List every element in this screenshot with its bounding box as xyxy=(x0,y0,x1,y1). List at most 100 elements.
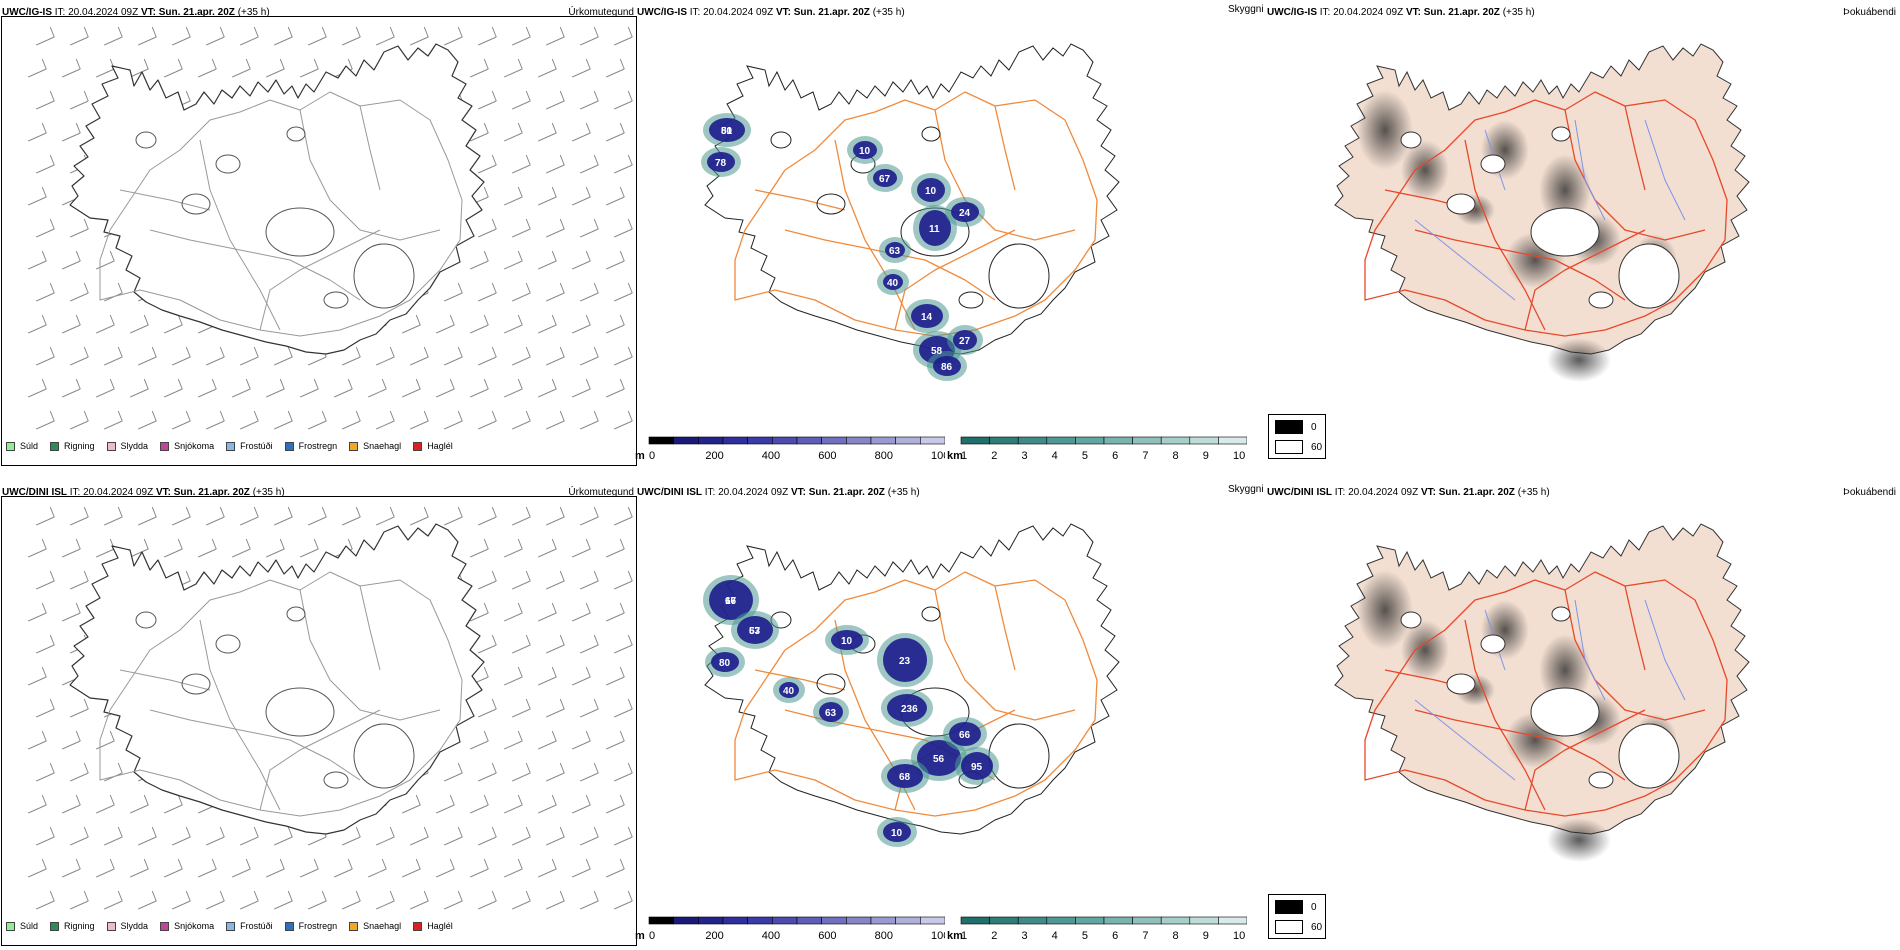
visibility-value-label: 80 xyxy=(719,658,731,669)
wind-barb xyxy=(580,890,599,910)
wind-barb xyxy=(402,378,421,398)
wind-barb xyxy=(614,26,633,46)
wind-barb xyxy=(504,858,523,878)
legend-item: Slydda xyxy=(106,921,148,931)
legend-swatch xyxy=(160,441,170,451)
colorbar-tick-label: 1000 xyxy=(931,930,945,942)
legend-swatch xyxy=(106,441,116,451)
visibility-value-label: 236 xyxy=(901,704,918,715)
cloud-base-patch xyxy=(853,141,877,159)
colorbar-step xyxy=(648,436,674,445)
wind-barb xyxy=(478,698,497,718)
legend-swatch xyxy=(6,441,15,451)
wind-barb xyxy=(62,378,81,398)
wind-barb xyxy=(538,186,557,206)
colorbar-step xyxy=(1103,436,1133,445)
colorbar-step xyxy=(1103,916,1133,925)
wind-barb xyxy=(614,346,633,366)
wind-barb xyxy=(104,26,123,46)
glacier-outline xyxy=(816,673,846,695)
wind-barb xyxy=(206,890,225,910)
wind-barb xyxy=(470,538,489,558)
wind-barb xyxy=(274,826,293,846)
wind-barb xyxy=(504,122,523,142)
legend-label: Frostúði xyxy=(240,921,273,931)
glacier-outline xyxy=(1551,606,1571,622)
wind-barb xyxy=(206,826,225,846)
it-value: 20.04.2024 09Z xyxy=(1333,7,1404,18)
wind-barb xyxy=(164,378,183,398)
wind-barb xyxy=(198,858,217,878)
wind-barb xyxy=(614,282,633,302)
row2-header: UWC/DINI ISL IT: 20.04.2024 09Z VT: Sun.… xyxy=(2,487,285,498)
wind-barb xyxy=(572,730,591,750)
colorbar-step xyxy=(920,916,945,925)
visibility-value-label: 27 xyxy=(959,336,971,347)
colorbar-step xyxy=(1132,916,1162,925)
wind-barb xyxy=(572,186,591,206)
visibility-value-label: 86 xyxy=(941,362,953,373)
wind-barb xyxy=(104,890,123,910)
wind-barb xyxy=(546,698,565,718)
wind-barb xyxy=(402,858,421,878)
glacier-outline xyxy=(1480,634,1506,654)
wind-barb xyxy=(36,570,55,590)
colorbar-step xyxy=(960,436,990,445)
wind-barb xyxy=(164,794,183,814)
wind-barb xyxy=(96,378,115,398)
wind-barb xyxy=(478,154,497,174)
row1-header: UWC/IG-IS IT: 20.04.2024 09Z VT: Sun. 21… xyxy=(637,7,905,18)
cloud-base-patch xyxy=(951,202,979,222)
river-line xyxy=(1414,699,1516,781)
visibility-value-label: 67 xyxy=(879,174,891,185)
colorbar-tick-label: 7 xyxy=(1142,930,1148,942)
wind-barb xyxy=(436,794,455,814)
wind-barb xyxy=(512,698,531,718)
colorbar-tick-label: 6 xyxy=(1112,450,1118,462)
wind-barb xyxy=(232,858,251,878)
model-name: UWC/IG-IS xyxy=(2,7,52,18)
wind-barb xyxy=(470,122,489,142)
wind-barb xyxy=(130,538,149,558)
fog-low-visibility-area xyxy=(1539,154,1591,226)
vt-value: Sun. 21.apr. 20Z xyxy=(173,487,250,498)
visibility-value-label: 11 xyxy=(929,224,940,235)
wind-barb xyxy=(444,826,463,846)
wind-barb xyxy=(36,90,55,110)
wind-barb xyxy=(70,90,89,110)
cloud-base-patch xyxy=(779,682,799,698)
wind-barb xyxy=(478,218,497,238)
wind-barb xyxy=(410,826,429,846)
glacier-outline xyxy=(770,131,792,149)
glacier-outline xyxy=(181,193,211,215)
wind-barb xyxy=(538,858,557,878)
wind-barb xyxy=(274,890,293,910)
it-value: 20.04.2024 09Z xyxy=(718,487,789,498)
wind-barb xyxy=(538,378,557,398)
wind-barb xyxy=(606,314,625,334)
it-label: IT: xyxy=(704,487,716,498)
wind-barb xyxy=(606,186,625,206)
wind-barb xyxy=(572,122,591,142)
visibility-value-label: 40 xyxy=(783,686,795,697)
wind-barb xyxy=(300,858,319,878)
legend-swatch xyxy=(349,441,359,451)
wind-barb xyxy=(470,314,489,334)
legend-label: Rigning xyxy=(64,921,95,931)
wind-barb xyxy=(62,858,81,878)
glacier-outline xyxy=(265,687,335,737)
fog-legend-row: 60 xyxy=(1275,920,1322,934)
colorbar-step xyxy=(796,436,822,445)
precip-map-layer xyxy=(28,26,633,430)
wind-barb xyxy=(606,538,625,558)
road-line xyxy=(754,669,846,691)
wind-barb xyxy=(444,762,463,782)
it-value: 20.04.2024 09Z xyxy=(68,7,139,18)
precip-type-legend: Súld Rigning Slydda Snjókoma Frostúði Frostre… xyxy=(6,441,465,451)
vt-value: Sun. 21.apr. 20Z xyxy=(808,487,885,498)
wind-barb xyxy=(504,602,523,622)
road-line xyxy=(149,229,361,301)
wind-barb xyxy=(232,58,251,78)
colorbar-tick-label: 8 xyxy=(1173,450,1179,462)
vt-label: VT: xyxy=(790,487,806,498)
